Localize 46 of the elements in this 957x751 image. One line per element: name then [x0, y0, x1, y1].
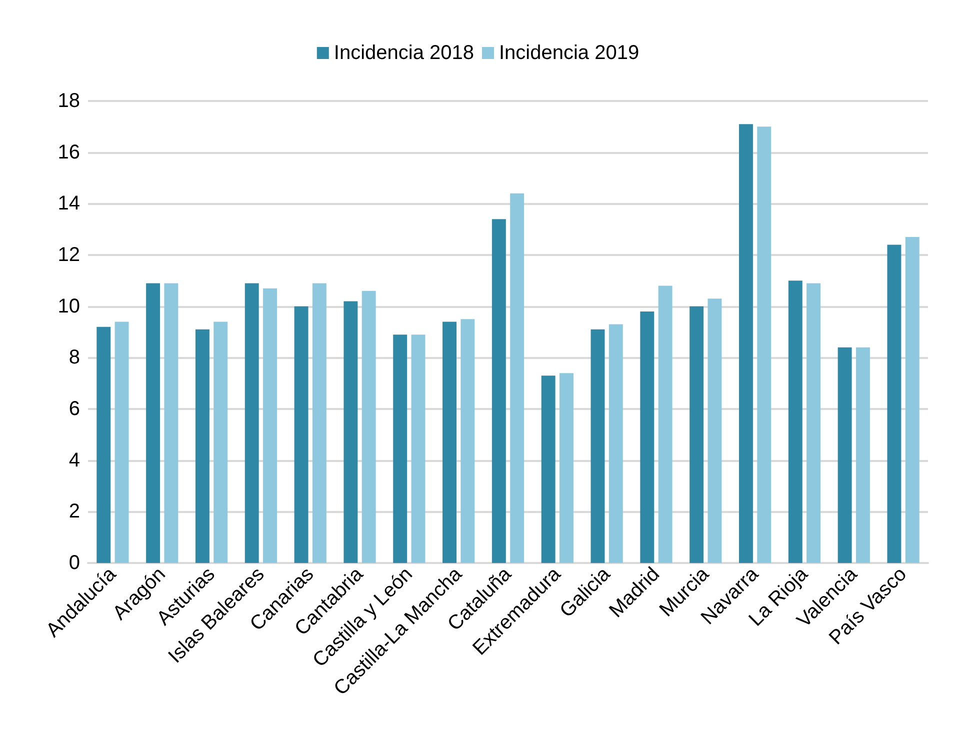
bar	[560, 373, 574, 563]
bar	[146, 283, 160, 563]
legend-label: Incidencia 2019	[499, 42, 640, 64]
y-tick-label: 10	[58, 295, 80, 318]
bar	[806, 283, 821, 563]
y-tick-label: 8	[68, 346, 80, 369]
bar	[362, 290, 376, 563]
bar	[312, 283, 326, 563]
bar	[608, 324, 623, 563]
bar	[708, 298, 722, 563]
y-tick-label: 18	[58, 90, 80, 112]
y-tick-label: 4	[68, 449, 80, 472]
y-tick-label: 0	[68, 552, 80, 574]
bar	[640, 311, 654, 563]
y-tick-label: 12	[58, 244, 80, 266]
bar	[96, 326, 111, 563]
bar	[214, 322, 228, 563]
y-tick-label: 14	[58, 192, 80, 215]
bar	[739, 124, 753, 563]
y-tick-label: 2	[68, 500, 80, 523]
bar	[658, 286, 672, 563]
bar	[114, 322, 129, 563]
bar	[393, 334, 408, 563]
bar	[442, 322, 456, 563]
bar	[460, 319, 475, 563]
y-tick-label: 6	[68, 398, 80, 420]
bar	[541, 376, 556, 563]
bar	[244, 283, 259, 563]
bar	[195, 329, 210, 563]
bar	[294, 306, 308, 563]
y-tick-label: 16	[58, 141, 80, 164]
bar	[164, 283, 178, 563]
bar	[344, 301, 358, 563]
bar	[690, 306, 704, 563]
bar	[856, 347, 870, 563]
bar	[788, 280, 802, 563]
bar	[838, 347, 852, 563]
bar	[757, 126, 772, 563]
bar	[590, 329, 605, 563]
bar	[263, 288, 277, 563]
bar	[887, 244, 902, 563]
bar	[411, 334, 426, 563]
bar	[905, 237, 920, 563]
bar	[510, 193, 524, 563]
legend-label: Incidencia 2018	[334, 42, 474, 64]
bar	[492, 219, 506, 563]
